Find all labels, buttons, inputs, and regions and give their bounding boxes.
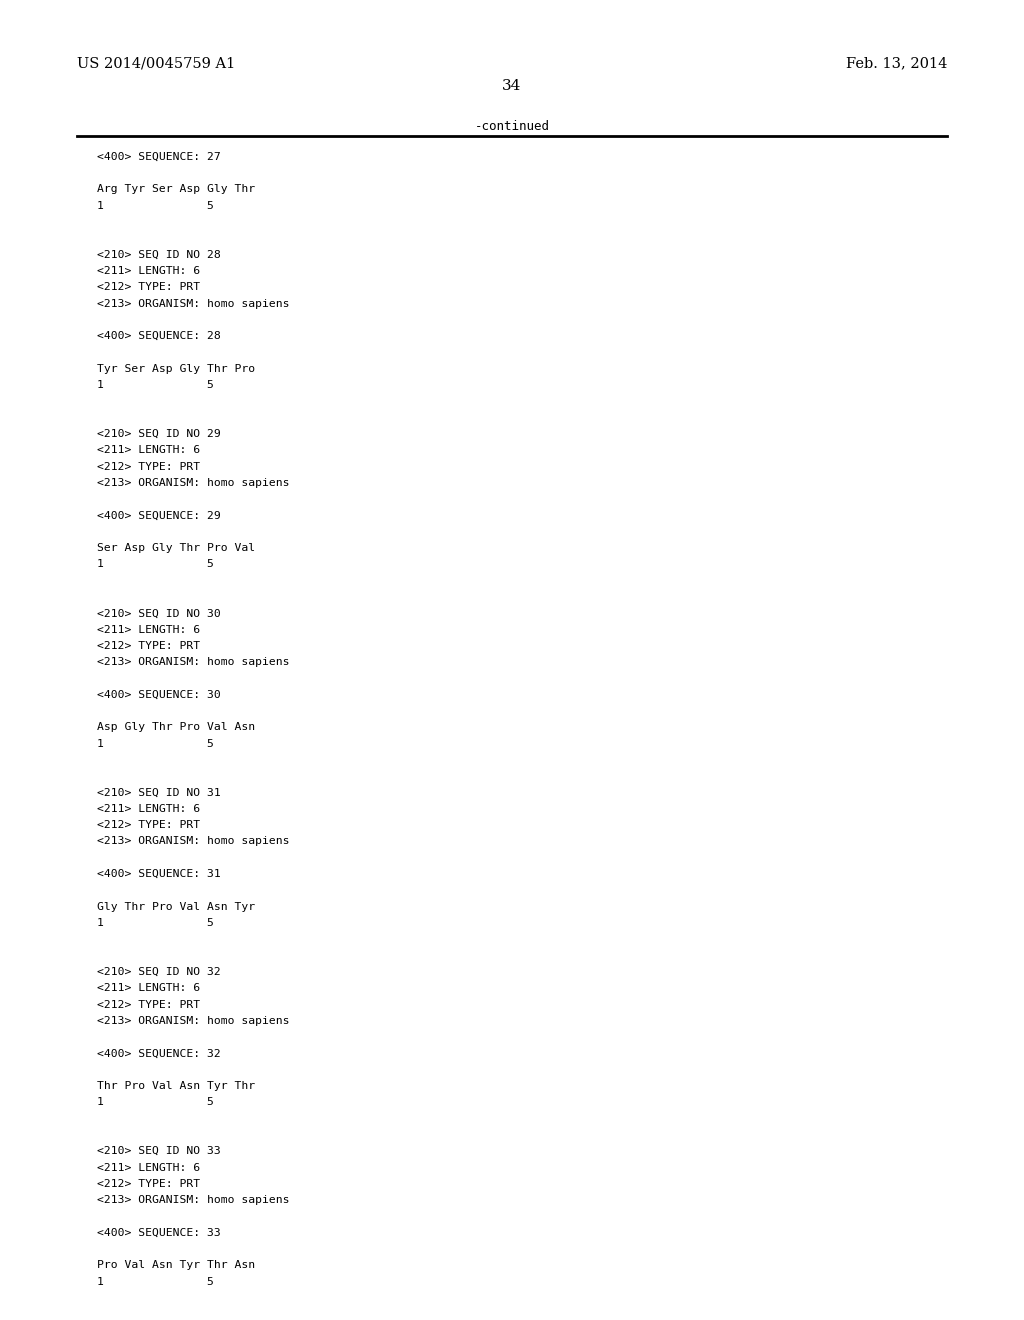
Text: <211> LENGTH: 6: <211> LENGTH: 6 (97, 983, 201, 993)
Text: <400> SEQUENCE: 32: <400> SEQUENCE: 32 (97, 1048, 221, 1059)
Text: <212> TYPE: PRT: <212> TYPE: PRT (97, 642, 201, 651)
Text: <212> TYPE: PRT: <212> TYPE: PRT (97, 282, 201, 292)
Text: 1               5: 1 5 (97, 917, 214, 928)
Text: <213> ORGANISM: homo sapiens: <213> ORGANISM: homo sapiens (97, 298, 290, 309)
Text: <400> SEQUENCE: 29: <400> SEQUENCE: 29 (97, 511, 221, 520)
Text: <212> TYPE: PRT: <212> TYPE: PRT (97, 999, 201, 1010)
Text: <210> SEQ ID NO 33: <210> SEQ ID NO 33 (97, 1146, 221, 1156)
Text: <400> SEQUENCE: 30: <400> SEQUENCE: 30 (97, 690, 221, 700)
Text: Asp Gly Thr Pro Val Asn: Asp Gly Thr Pro Val Asn (97, 722, 255, 733)
Text: Tyr Ser Asp Gly Thr Pro: Tyr Ser Asp Gly Thr Pro (97, 364, 255, 374)
Text: Pro Val Asn Tyr Thr Asn: Pro Val Asn Tyr Thr Asn (97, 1261, 255, 1270)
Text: <210> SEQ ID NO 29: <210> SEQ ID NO 29 (97, 429, 221, 440)
Text: US 2014/0045759 A1: US 2014/0045759 A1 (77, 57, 236, 71)
Text: 1               5: 1 5 (97, 1276, 214, 1287)
Text: 1               5: 1 5 (97, 1097, 214, 1107)
Text: 1               5: 1 5 (97, 201, 214, 211)
Text: <211> LENGTH: 6: <211> LENGTH: 6 (97, 804, 201, 814)
Text: <210> SEQ ID NO 30: <210> SEQ ID NO 30 (97, 609, 221, 618)
Text: <400> SEQUENCE: 27: <400> SEQUENCE: 27 (97, 152, 221, 162)
Text: Arg Tyr Ser Asp Gly Thr: Arg Tyr Ser Asp Gly Thr (97, 185, 255, 194)
Text: <210> SEQ ID NO 28: <210> SEQ ID NO 28 (97, 249, 221, 260)
Text: Ser Asp Gly Thr Pro Val: Ser Asp Gly Thr Pro Val (97, 543, 255, 553)
Text: <400> SEQUENCE: 31: <400> SEQUENCE: 31 (97, 869, 221, 879)
Text: <213> ORGANISM: homo sapiens: <213> ORGANISM: homo sapiens (97, 1016, 290, 1026)
Text: 1               5: 1 5 (97, 739, 214, 748)
Text: <211> LENGTH: 6: <211> LENGTH: 6 (97, 1163, 201, 1172)
Text: <212> TYPE: PRT: <212> TYPE: PRT (97, 820, 201, 830)
Text: <213> ORGANISM: homo sapiens: <213> ORGANISM: homo sapiens (97, 657, 290, 667)
Text: Thr Pro Val Asn Tyr Thr: Thr Pro Val Asn Tyr Thr (97, 1081, 255, 1092)
Text: <212> TYPE: PRT: <212> TYPE: PRT (97, 1179, 201, 1189)
Text: <213> ORGANISM: homo sapiens: <213> ORGANISM: homo sapiens (97, 478, 290, 488)
Text: <212> TYPE: PRT: <212> TYPE: PRT (97, 462, 201, 471)
Text: <213> ORGANISM: homo sapiens: <213> ORGANISM: homo sapiens (97, 837, 290, 846)
Text: <211> LENGTH: 6: <211> LENGTH: 6 (97, 624, 201, 635)
Text: 34: 34 (503, 79, 521, 94)
Text: <400> SEQUENCE: 33: <400> SEQUENCE: 33 (97, 1228, 221, 1238)
Text: <213> ORGANISM: homo sapiens: <213> ORGANISM: homo sapiens (97, 1195, 290, 1205)
Text: Gly Thr Pro Val Asn Tyr: Gly Thr Pro Val Asn Tyr (97, 902, 255, 912)
Text: Feb. 13, 2014: Feb. 13, 2014 (846, 57, 947, 71)
Text: <210> SEQ ID NO 32: <210> SEQ ID NO 32 (97, 966, 221, 977)
Text: <211> LENGTH: 6: <211> LENGTH: 6 (97, 265, 201, 276)
Text: -continued: -continued (474, 120, 550, 133)
Text: <211> LENGTH: 6: <211> LENGTH: 6 (97, 445, 201, 455)
Text: <210> SEQ ID NO 31: <210> SEQ ID NO 31 (97, 788, 221, 797)
Text: 1               5: 1 5 (97, 560, 214, 569)
Text: 1               5: 1 5 (97, 380, 214, 389)
Text: <400> SEQUENCE: 28: <400> SEQUENCE: 28 (97, 331, 221, 341)
